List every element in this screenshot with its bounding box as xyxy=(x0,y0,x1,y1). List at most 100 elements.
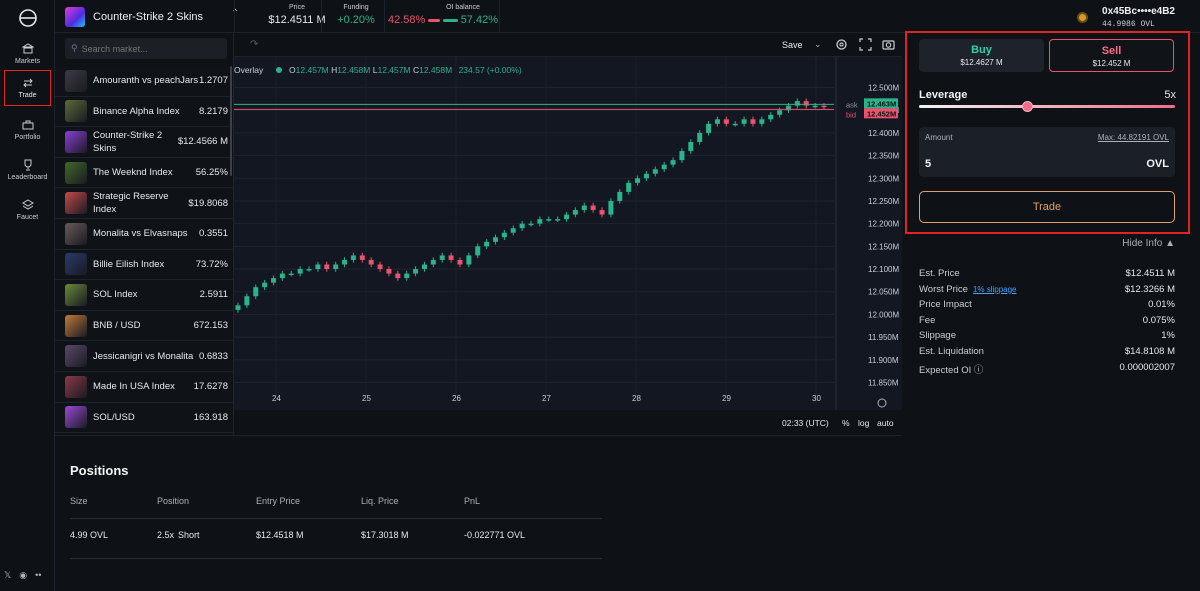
amount-input[interactable]: 5 xyxy=(925,158,932,170)
list-item[interactable]: SOL Index 2.5911 xyxy=(55,280,233,311)
candle xyxy=(794,101,800,106)
slider-handle[interactable] xyxy=(1021,101,1033,112)
candle xyxy=(572,210,578,215)
candlestick-plot[interactable]: 12.500M12.450M12.400M12.350M12.300M12.25… xyxy=(234,57,902,410)
list-item[interactable]: Jessicanigri vs Monalita 0.6833 xyxy=(55,341,233,372)
wallet-balance: 44.9986 OVL xyxy=(1102,20,1155,29)
max-button[interactable]: Max: 44.82191 OVL xyxy=(1097,133,1169,142)
save-button[interactable]: Save xyxy=(782,40,803,50)
fullscreen-icon[interactable] xyxy=(859,38,872,51)
timezone-label[interactable]: 02:33 (UTC) xyxy=(782,418,829,428)
mirror-icon[interactable]: •• xyxy=(35,570,42,580)
position-side: Short xyxy=(178,530,200,540)
y-tick-label: 11.950M xyxy=(868,333,899,342)
list-item[interactable]: Made In USA Index 17.6278 xyxy=(55,371,233,403)
y-tick-label: 11.850M xyxy=(868,378,899,387)
list-item[interactable]: Monalita vs Elvasnaps 0.3551 xyxy=(55,218,233,250)
market-name: SOL/USD xyxy=(93,411,135,423)
search-box[interactable]: ⚲ xyxy=(65,38,227,59)
leverage-slider[interactable] xyxy=(919,101,1175,112)
slippage-link[interactable]: 1% slippage xyxy=(972,284,1017,294)
chart-legend: Overlay O12.457M H12.458M L12.457M C12.4… xyxy=(234,65,522,75)
discord-icon[interactable]: ◉ xyxy=(19,570,28,580)
nav-portfolio[interactable]: Portfolio xyxy=(4,112,51,148)
list-item[interactable]: Billie Eilish Index 73.72% xyxy=(55,249,233,281)
overlay-label[interactable]: Overlay xyxy=(234,65,264,75)
candle xyxy=(386,269,392,274)
nav-faucet[interactable]: Faucet xyxy=(4,192,51,228)
market-thumbnail xyxy=(65,192,87,215)
oi-long-bar xyxy=(442,18,458,22)
nav-markets[interactable]: Markets xyxy=(4,36,51,72)
market-thumbnail xyxy=(65,7,85,27)
market-selector[interactable]: Counter-Strike 2 Skins ⌃ xyxy=(65,5,239,29)
col-position: Position xyxy=(157,496,190,506)
market-name: The Weeknd Index xyxy=(93,167,173,179)
search-input[interactable] xyxy=(81,43,212,54)
bid-label: bid xyxy=(846,110,856,119)
app-logo-icon[interactable] xyxy=(18,8,38,28)
candle xyxy=(501,232,507,238)
candle xyxy=(359,255,365,260)
wallet-button[interactable]: 0x45Bc••••e4B2 44.9986 OVL xyxy=(1077,6,1175,29)
list-item[interactable]: BNB / USD 672.153 xyxy=(55,310,233,342)
nav-leaderboard[interactable]: Leaderboard xyxy=(4,152,51,188)
chevron-down-icon[interactable]: ⌄ xyxy=(814,39,822,49)
candle xyxy=(413,269,419,274)
candle xyxy=(785,105,791,111)
log-toggle[interactable]: log xyxy=(858,418,870,428)
candle xyxy=(555,219,561,221)
briefcase-icon xyxy=(22,120,33,130)
list-item[interactable]: Binance Alpha Index 8.2179 xyxy=(55,96,233,128)
nav-trade[interactable]: Trade xyxy=(4,70,51,106)
candle xyxy=(350,255,356,260)
position-pnl: -0.022771 OVL xyxy=(464,530,526,540)
candle xyxy=(608,200,614,215)
ohlc-open: 12.457M xyxy=(295,65,329,75)
position-liq: $17.3018 M xyxy=(361,530,409,540)
candle xyxy=(706,123,712,133)
amount-field[interactable]: Amount Max: 44.82191 OVL 5 OVL xyxy=(919,127,1175,177)
candle xyxy=(714,119,720,124)
hide-info-toggle[interactable]: Hide Info ▲ xyxy=(1122,238,1175,249)
sell-price: $12.452 M xyxy=(1092,59,1131,68)
info-label: Slippage xyxy=(919,330,956,341)
y-tick-label: 12.100M xyxy=(868,265,899,274)
candle xyxy=(723,119,729,124)
oi-long-value: 57.42% xyxy=(460,14,498,26)
candle xyxy=(368,259,374,265)
list-item[interactable]: SOL/USD 163.918 xyxy=(55,402,233,434)
status-dot xyxy=(275,67,282,73)
market-price: $19.8068 xyxy=(188,197,228,209)
candle xyxy=(253,287,259,297)
info-row: Fee 0.075% xyxy=(919,315,1175,331)
x-icon[interactable]: 𝕏 xyxy=(4,570,12,580)
gear-icon[interactable] xyxy=(835,38,848,51)
info-label-text: Worst Price xyxy=(919,283,968,295)
trade-button[interactable]: Trade xyxy=(919,191,1175,223)
buy-button[interactable]: Buy $12.4627 M xyxy=(919,39,1044,72)
auto-toggle[interactable]: auto xyxy=(877,418,894,428)
position-entry: $12.4518 M xyxy=(256,530,304,540)
market-name: Jessicanigri vs Monalita xyxy=(93,350,194,362)
redo-icon[interactable]: ↷ xyxy=(250,39,259,50)
info-row: Est. Price $12.4511 M xyxy=(919,268,1175,284)
camera-icon[interactable] xyxy=(882,38,895,51)
list-item[interactable]: Strategic Reserve Index $19.8068 xyxy=(55,188,233,219)
market-rows: Amouranth vs peachJars 1.2707 Binance Alph… xyxy=(55,66,233,434)
oi-balance-stat: OI balance 42.58% 57.42% xyxy=(388,4,498,26)
x-tick-label: 26 xyxy=(452,394,461,403)
list-item[interactable]: Counter-Strike 2 Skins $12.4566 M xyxy=(55,127,233,158)
sell-button[interactable]: Sell $12.452 M xyxy=(1049,39,1174,72)
chart-bottom-bar: 02:33 (UTC) % log auto xyxy=(234,410,902,435)
info-label: Price Impact xyxy=(919,299,972,310)
percent-toggle[interactable]: % xyxy=(842,418,850,428)
list-item[interactable]: Amouranth vs peachJars 1.2707 xyxy=(55,66,233,97)
candle xyxy=(564,214,570,220)
scrollbar[interactable] xyxy=(230,66,232,176)
oi-short-bar xyxy=(428,18,440,22)
ohlc-low: 12.457M xyxy=(377,65,411,75)
candle xyxy=(652,169,658,174)
list-item[interactable]: The Weeknd Index 56.25% xyxy=(55,157,233,189)
